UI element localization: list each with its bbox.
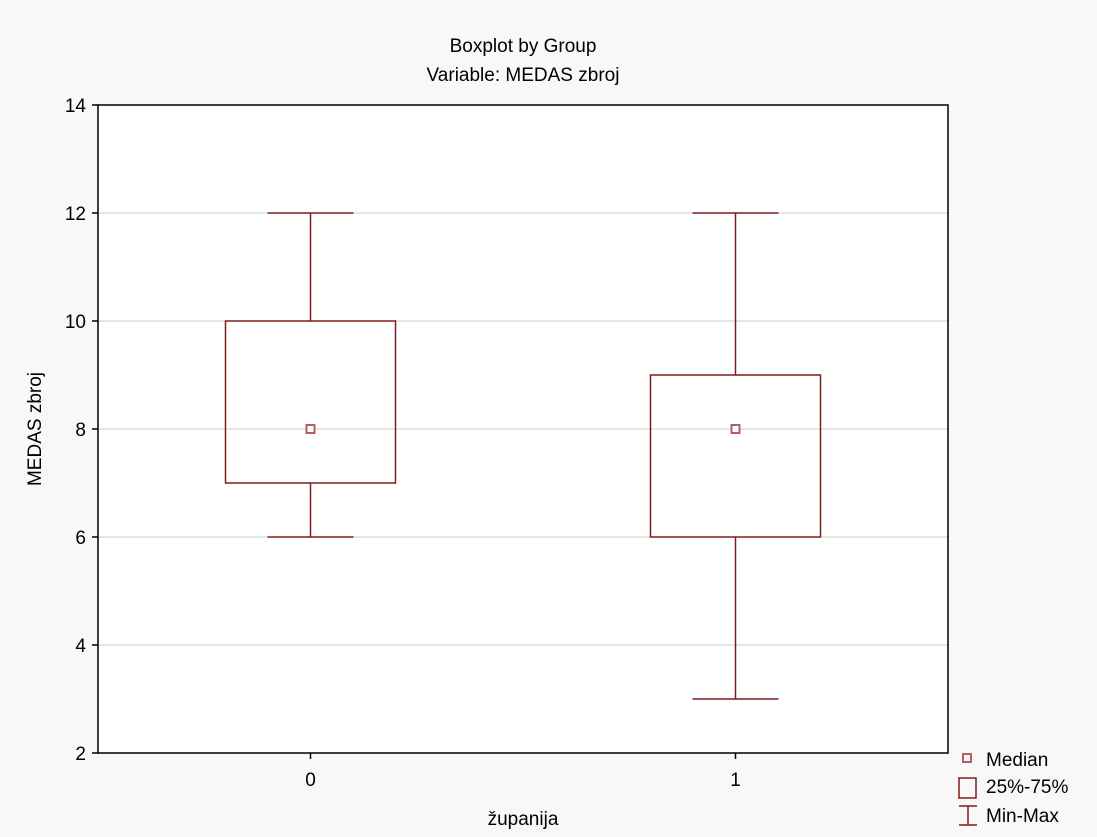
y-tick-label: 14 bbox=[65, 96, 87, 117]
y-tick-label: 4 bbox=[75, 636, 86, 657]
median-marker bbox=[730, 424, 741, 434]
median-marker bbox=[305, 424, 316, 434]
x-tick-label: 1 bbox=[730, 770, 741, 791]
y-tick-label: 8 bbox=[75, 420, 86, 441]
legend-median-label: Median bbox=[986, 750, 1048, 771]
legend-minmax-icon bbox=[959, 805, 977, 826]
chart-subtitle: Variable: MEDAS zbroj bbox=[427, 65, 620, 86]
y-axis-label: MEDAS zbroj bbox=[25, 372, 46, 486]
y-tick-label: 12 bbox=[65, 204, 86, 225]
iqr-box bbox=[649, 374, 822, 538]
chart-title: Boxplot by Group bbox=[450, 36, 597, 57]
iqr-box bbox=[224, 320, 397, 484]
legend: Median 25%-75% Min-Max bbox=[958, 750, 1068, 827]
y-tick-label: 6 bbox=[75, 528, 86, 549]
x-tick-label: 0 bbox=[305, 770, 316, 791]
boxes bbox=[224, 212, 822, 700]
legend-median-icon bbox=[962, 753, 972, 763]
y-axis-ticks: 2 4 6 8 10 12 14 bbox=[65, 96, 98, 765]
y-tick-label: 2 bbox=[75, 744, 86, 765]
legend-box-label: 25%-75% bbox=[986, 777, 1068, 798]
legend-box-icon bbox=[958, 777, 977, 799]
box-group-1 bbox=[649, 212, 822, 700]
box-group-0 bbox=[224, 212, 397, 538]
plot-frame bbox=[97, 104, 949, 754]
x-axis-label: županija bbox=[488, 809, 559, 830]
legend-minmax-label: Min-Max bbox=[986, 806, 1059, 827]
y-tick-label: 10 bbox=[65, 312, 86, 333]
